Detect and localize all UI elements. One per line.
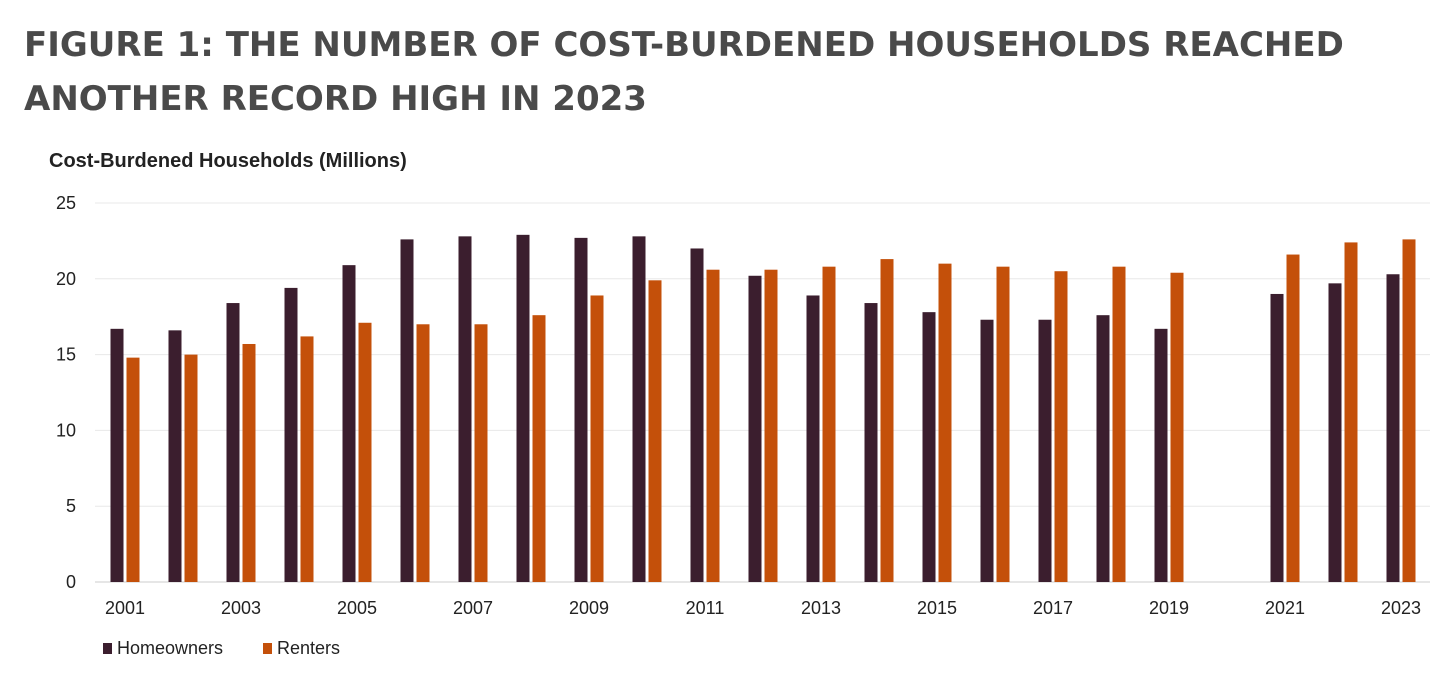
bar-renters-2023 bbox=[1402, 239, 1416, 582]
bar-renters-2010 bbox=[648, 280, 662, 582]
bar-renters-2009 bbox=[590, 295, 604, 582]
bar-homeowners-2009 bbox=[574, 237, 588, 583]
bar-homeowners-2018 bbox=[1096, 315, 1110, 582]
legend-label-homeowners: Homeowners bbox=[117, 638, 223, 658]
bar-homeowners-2001 bbox=[110, 328, 124, 582]
figure-title: FIGURE 1: THE NUMBER OF COST-BURDENED HO… bbox=[24, 25, 1344, 119]
bar-homeowners-2016 bbox=[980, 319, 994, 582]
bar-renters-2015 bbox=[938, 263, 952, 582]
x-tick-label: 2019 bbox=[1149, 598, 1189, 618]
bar-homeowners-2010 bbox=[632, 236, 646, 583]
bar-renters-2004 bbox=[300, 336, 314, 582]
legend-swatch-renters bbox=[263, 643, 272, 654]
x-tick-label: 2001 bbox=[105, 598, 145, 618]
bar-renters-2012 bbox=[764, 269, 778, 582]
bar-homeowners-2014 bbox=[864, 303, 878, 582]
x-tick-label: 2013 bbox=[801, 598, 841, 618]
bar-renters-2006 bbox=[416, 324, 430, 582]
bar-renters-2019 bbox=[1170, 272, 1184, 582]
bar-homeowners-2006 bbox=[400, 239, 414, 582]
bar-homeowners-2019 bbox=[1154, 328, 1168, 582]
bar-homeowners-2003 bbox=[226, 303, 240, 582]
x-tick-label: 2017 bbox=[1033, 598, 1073, 618]
x-tick-label: 2003 bbox=[221, 598, 261, 618]
y-tick-label: 25 bbox=[56, 193, 76, 213]
bar-homeowners-2007 bbox=[458, 236, 472, 583]
bar-homeowners-2005 bbox=[342, 265, 356, 582]
x-tick-label: 2009 bbox=[569, 598, 609, 618]
bar-renters-2005 bbox=[358, 322, 372, 582]
x-tick-label: 2011 bbox=[686, 598, 725, 618]
bar-homeowners-2015 bbox=[922, 312, 936, 582]
x-axis-ticks: 2001 2003 2005 2007 2009 2011 2013 2015 2017 2019… bbox=[105, 598, 1421, 618]
bar-renters-2001 bbox=[126, 357, 140, 582]
bar-renters-2003 bbox=[242, 343, 256, 582]
x-tick-label: 2007 bbox=[453, 598, 493, 618]
bar-renters-2017 bbox=[1054, 271, 1068, 582]
legend-label-renters: Renters bbox=[277, 638, 340, 658]
legend-swatch-homeowners bbox=[103, 643, 112, 654]
legend: Homeowners Renters bbox=[103, 638, 340, 658]
bar-homeowners-2011 bbox=[690, 248, 704, 583]
bar-renters-2007 bbox=[474, 324, 488, 582]
bar-renters-2002 bbox=[184, 354, 198, 582]
bar-renters-2016 bbox=[996, 266, 1010, 582]
y-tick-label: 5 bbox=[66, 496, 76, 516]
bar-homeowners-2008 bbox=[516, 234, 530, 582]
bar-renters-2011 bbox=[706, 269, 720, 582]
bar-homeowners-2023 bbox=[1386, 274, 1400, 582]
bar-renters-2008 bbox=[532, 315, 546, 582]
bar-homeowners-2002 bbox=[168, 330, 182, 582]
bar-homeowners-2021 bbox=[1270, 293, 1284, 582]
bar-renters-2014 bbox=[880, 259, 894, 582]
bar-renters-2018 bbox=[1112, 266, 1126, 582]
y-axis-ticks: 0 5 10 15 20 25 bbox=[56, 193, 76, 592]
y-tick-label: 0 bbox=[66, 572, 76, 592]
y-tick-label: 15 bbox=[56, 345, 76, 365]
x-tick-label: 2021 bbox=[1265, 598, 1305, 618]
bars bbox=[110, 234, 1416, 583]
bar-homeowners-2022 bbox=[1328, 283, 1342, 582]
x-tick-label: 2005 bbox=[337, 598, 377, 618]
bar-homeowners-2013 bbox=[806, 295, 820, 582]
bar-renters-2013 bbox=[822, 266, 836, 582]
bar-homeowners-2004 bbox=[284, 287, 298, 582]
y-tick-label: 10 bbox=[56, 420, 76, 440]
gridlines bbox=[95, 202, 1430, 583]
x-tick-label: 2015 bbox=[917, 598, 957, 618]
bar-renters-2022 bbox=[1344, 242, 1358, 582]
bar-homeowners-2017 bbox=[1038, 319, 1052, 582]
bar-renters-2021 bbox=[1286, 254, 1300, 582]
x-tick-label: 2023 bbox=[1381, 598, 1421, 618]
y-tick-label: 20 bbox=[56, 269, 76, 289]
y-axis-title: Cost-Burdened Households (Millions) bbox=[49, 150, 407, 172]
bar-homeowners-2012 bbox=[748, 275, 762, 582]
